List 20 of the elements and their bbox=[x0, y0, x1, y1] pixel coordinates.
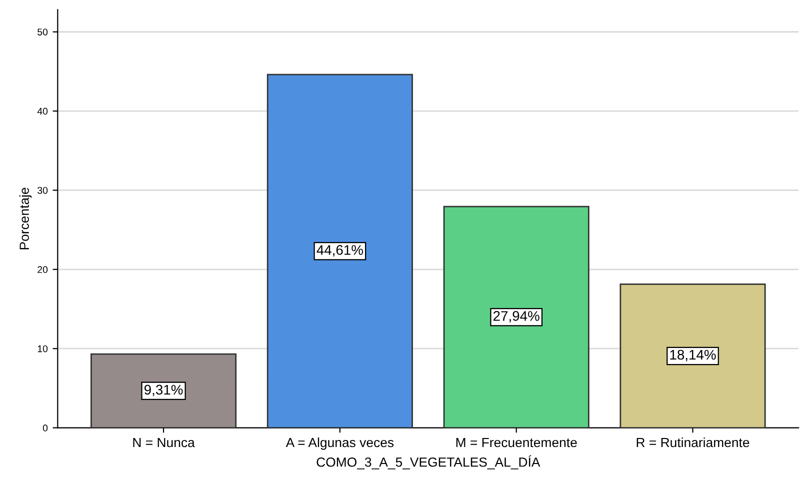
x-tick-label: R = Rutinariamente bbox=[636, 437, 750, 448]
y-axis-title: Porcentaje bbox=[19, 188, 32, 250]
x-axis-title: COMO_3_A_5_VEGETALES_AL_DÍA bbox=[316, 455, 540, 470]
bar bbox=[620, 283, 766, 428]
bar bbox=[90, 353, 237, 428]
data-label: 27,94% bbox=[493, 311, 540, 323]
data-label: 44,61% bbox=[316, 245, 363, 257]
bar bbox=[443, 206, 590, 428]
y-tick-label: 30 bbox=[38, 186, 48, 194]
y-tick-label: 20 bbox=[38, 266, 48, 274]
y-tick-label: 40 bbox=[37, 108, 48, 115]
y-tick-label: 50 bbox=[38, 28, 48, 36]
x-tick-label: N = Nunca bbox=[133, 438, 195, 448]
data-label: 18,14% bbox=[670, 350, 716, 362]
y-tick-label: 0 bbox=[42, 424, 48, 432]
y-tick-label: 10 bbox=[38, 345, 48, 352]
bar bbox=[266, 74, 413, 428]
data-label: 9,31% bbox=[144, 384, 183, 396]
x-tick-label: M = Frecuentemente bbox=[456, 438, 577, 448]
x-tick-label: A = Algunas veces bbox=[286, 437, 394, 450]
